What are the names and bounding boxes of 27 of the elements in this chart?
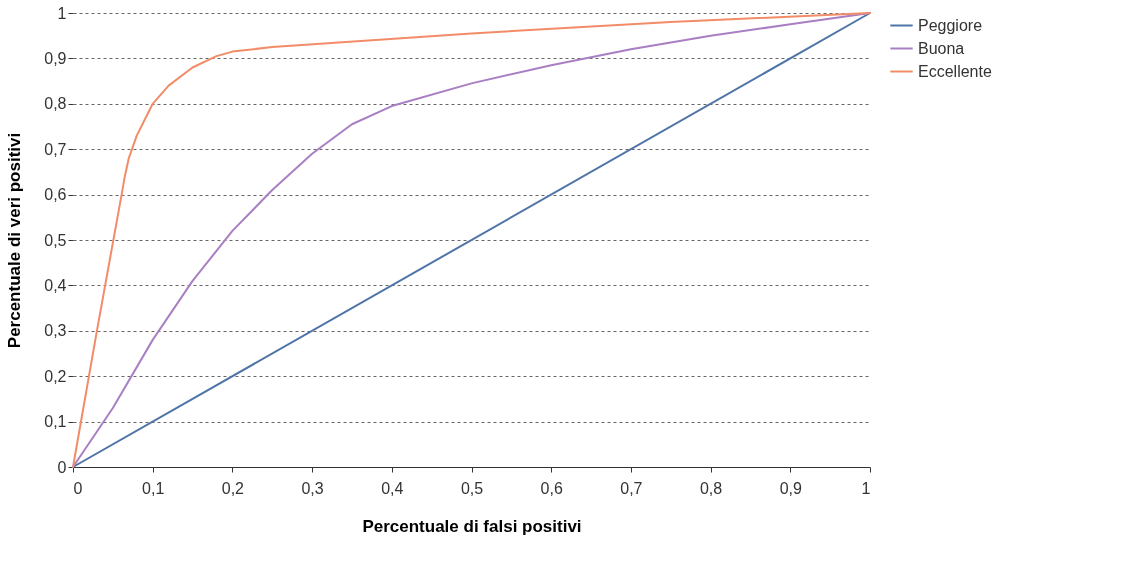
y-tick-label: 0,9 bbox=[44, 49, 67, 67]
y-tick-label: 0,8 bbox=[44, 95, 67, 113]
legend-label: Buona bbox=[918, 39, 965, 57]
x-tick-label: 0,1 bbox=[142, 479, 165, 497]
x-tick-label: 0,5 bbox=[460, 479, 484, 497]
x-tick-label: 0,8 bbox=[699, 479, 723, 497]
y-tick-label: 0,2 bbox=[44, 367, 67, 385]
x-tick-label: 0,9 bbox=[779, 479, 803, 497]
legend-label: Peggiore bbox=[918, 16, 983, 34]
x-tick-label: 0,6 bbox=[540, 479, 563, 497]
y-tick-label: 0,7 bbox=[44, 140, 67, 158]
x-tick-label: 0,3 bbox=[301, 479, 324, 497]
y-tick-label: 0 bbox=[57, 458, 67, 476]
x-tick-label: 1 bbox=[861, 479, 871, 497]
y-tick-label: 0,4 bbox=[44, 276, 67, 294]
legend-label: Eccellente bbox=[918, 62, 992, 80]
y-tick-label: 0,5 bbox=[44, 231, 67, 249]
x-tick-label: 0,2 bbox=[221, 479, 245, 497]
y-tick-label: 0,1 bbox=[44, 413, 67, 431]
x-tick-label: 0 bbox=[73, 479, 83, 497]
y-tick-label: 0,6 bbox=[44, 186, 67, 204]
x-axis-title: Percentuale di falsi positivi bbox=[362, 516, 582, 536]
x-tick-label: 0,7 bbox=[620, 479, 643, 497]
y-tick-label: 1 bbox=[57, 4, 67, 22]
y-axis-title: Percentuale di veri positivi bbox=[5, 132, 25, 349]
x-tick-label: 0,4 bbox=[381, 479, 404, 497]
y-tick-label: 0,3 bbox=[44, 322, 67, 340]
